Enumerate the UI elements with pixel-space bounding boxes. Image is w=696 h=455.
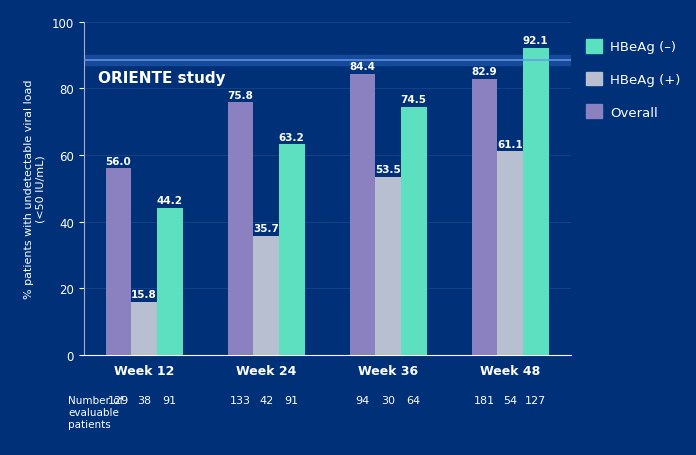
Text: 181: 181 (474, 395, 495, 405)
Text: 82.9: 82.9 (472, 67, 498, 77)
Bar (253, 236, 279, 355)
Bar (498, 152, 523, 355)
Text: 74.5: 74.5 (401, 95, 427, 105)
Text: ORIENTE study: ORIENTE study (98, 71, 226, 86)
Legend: HBeAg (–), HBeAg (+), Overall: HBeAg (–), HBeAg (+), Overall (582, 36, 684, 123)
Text: 15.8: 15.8 (132, 290, 157, 300)
Text: 94: 94 (356, 395, 370, 405)
Bar (106, 169, 132, 355)
Text: 35.7: 35.7 (253, 224, 279, 234)
Text: 84.4: 84.4 (349, 62, 376, 72)
Bar (349, 75, 375, 355)
Text: 64: 64 (406, 395, 421, 405)
Bar (84, 56, 571, 66)
Text: 133: 133 (230, 395, 251, 405)
Bar (523, 49, 548, 355)
Text: 63.2: 63.2 (279, 132, 305, 142)
Text: 91: 91 (285, 395, 299, 405)
Bar (279, 145, 305, 355)
Text: 75.8: 75.8 (228, 91, 253, 101)
Text: 54: 54 (503, 395, 517, 405)
Bar (401, 107, 427, 355)
Text: 44.2: 44.2 (157, 196, 183, 206)
Text: 38: 38 (137, 395, 151, 405)
Text: 30: 30 (381, 395, 395, 405)
Bar (375, 177, 401, 355)
Bar (132, 303, 157, 355)
Text: 127: 127 (525, 395, 546, 405)
Text: 42: 42 (259, 395, 274, 405)
Text: 53.5: 53.5 (375, 165, 401, 175)
Bar (157, 208, 182, 355)
Text: 61.1: 61.1 (497, 139, 523, 149)
Text: 91: 91 (163, 395, 177, 405)
Bar (228, 103, 253, 355)
Text: 92.1: 92.1 (523, 36, 548, 46)
Y-axis label: % patients with undetectable viral load
(<50 IU/mL): % patients with undetectable viral load … (24, 79, 46, 298)
Text: 129: 129 (108, 395, 129, 405)
Text: Number of
evaluable
patients: Number of evaluable patients (68, 395, 124, 430)
Bar (472, 80, 498, 355)
Text: 56.0: 56.0 (106, 156, 132, 166)
